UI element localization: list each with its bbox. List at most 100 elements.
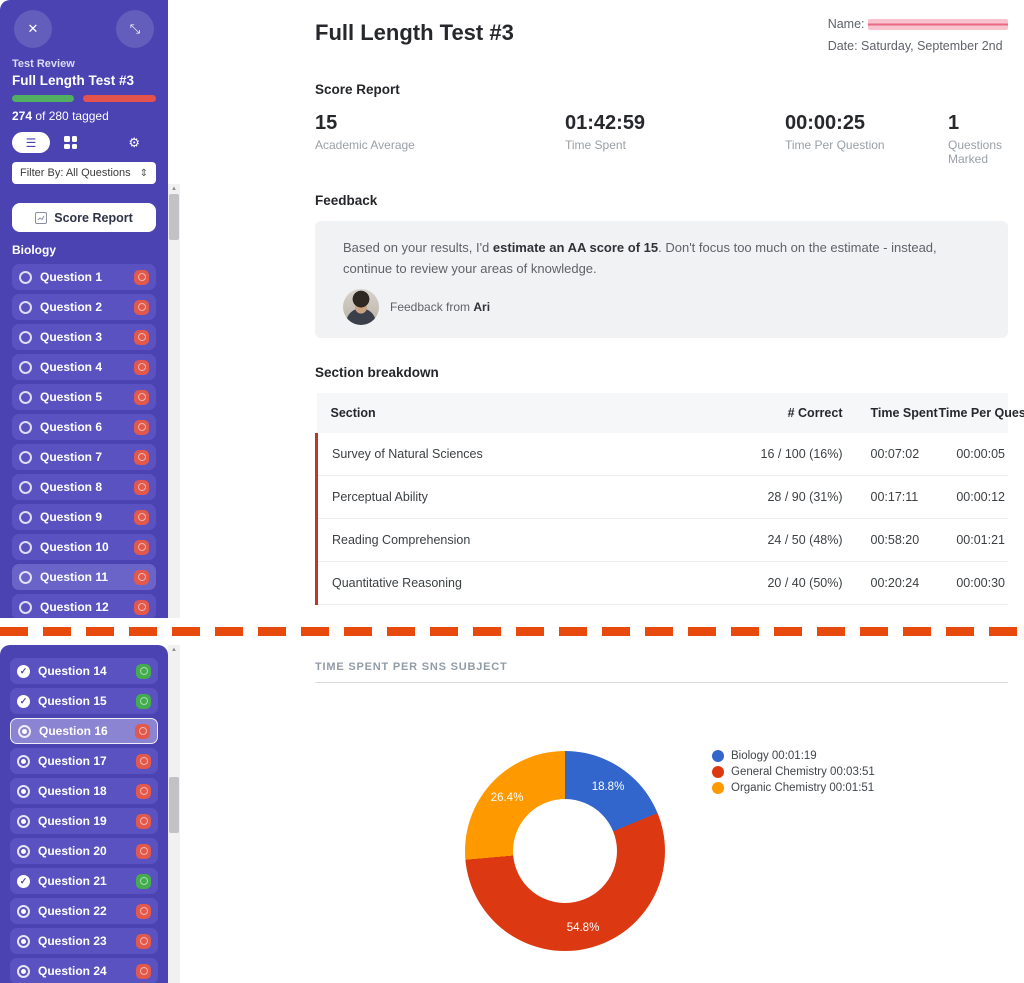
cell-time-spent: 00:58:20 <box>856 518 925 562</box>
thumb-tag-badge[interactable] <box>134 269 149 285</box>
feedback-box: Based on your results, I'd estimate an A… <box>315 221 1008 338</box>
cell-correct: 28 / 90 (31%) <box>641 475 857 519</box>
question-status-icon <box>19 330 32 344</box>
chart-title: TIME SPENT PER SNS SUBJECT <box>315 661 508 673</box>
date-row: Date: Saturday, September 2nd <box>827 38 1003 53</box>
question-status-icon <box>19 420 32 434</box>
thumb-tag-badge[interactable] <box>134 479 149 495</box>
progress-red-segment <box>83 95 156 102</box>
question-list-bottom: Question 14 Question 15 Question 16 <box>10 658 158 983</box>
question-label: Question 4 <box>40 360 103 374</box>
cell-correct: 24 / 50 (48%) <box>641 518 857 562</box>
thumb-tag-badge[interactable] <box>136 903 151 919</box>
question-item[interactable]: Question 11 <box>12 564 156 590</box>
donut-chart[interactable]: 18.8% 54.8% 26.4% <box>465 751 665 951</box>
cell-section: Survey of Natural Sciences <box>315 432 642 476</box>
question-item[interactable]: Question 4 <box>12 354 156 380</box>
scroll-up-arrow-icon[interactable]: ▲ <box>171 647 177 653</box>
question-item[interactable]: Question 10 <box>12 534 156 560</box>
section-breakdown-table: Section # Correct Time Spent Time Per Qu… <box>315 392 1024 605</box>
stat-label: Time Spent <box>565 138 626 152</box>
question-item[interactable]: Question 17 <box>10 748 158 774</box>
scrollbar-thumb[interactable] <box>169 777 179 833</box>
collapse-button[interactable]: ⤡ <box>116 10 154 48</box>
question-item[interactable]: Question 7 <box>12 444 156 470</box>
thumb-tag-badge[interactable] <box>136 963 151 979</box>
gear-icon: ⚙ <box>128 134 140 150</box>
question-item[interactable]: Question 2 <box>12 294 156 320</box>
question-status-icon <box>19 390 32 404</box>
table-row: Perceptual Ability 28 / 90 (31%) 00:17:1… <box>315 475 1008 519</box>
filter-dropdown[interactable]: Filter By: All Questions ⇕ <box>12 162 156 184</box>
score-report-heading: Score Report <box>315 82 400 97</box>
thumb-tag-badge[interactable] <box>134 539 149 555</box>
sidebar-scrollbar-bottom: ▲ <box>168 645 180 983</box>
question-label: Question 5 <box>40 390 103 404</box>
question-item[interactable]: Question 1 <box>12 264 156 290</box>
legend-item: General Chemistry 00:03:51 <box>712 766 875 778</box>
question-item[interactable]: Question 6 <box>12 414 156 440</box>
thumb-tag-badge[interactable] <box>136 813 151 829</box>
question-item[interactable]: Question 23 <box>10 928 158 954</box>
progress-green-segment <box>12 95 74 102</box>
question-item[interactable]: Question 12 <box>12 594 156 618</box>
list-icon: ☰ <box>25 135 37 150</box>
question-item[interactable]: Question 5 <box>12 384 156 410</box>
section-breakdown-heading: Section breakdown <box>315 364 439 380</box>
question-label: Question 15 <box>38 694 107 708</box>
question-item[interactable]: Question 21 <box>10 868 158 894</box>
thumb-tag-badge[interactable] <box>136 873 151 889</box>
question-item[interactable]: Question 3 <box>12 324 156 350</box>
slice-label-biology: 18.8% <box>591 781 625 793</box>
thumb-tag-badge[interactable] <box>134 449 149 465</box>
question-status-icon <box>17 784 30 798</box>
thumb-tag-badge[interactable] <box>135 723 150 739</box>
close-button[interactable]: ✕ <box>14 10 52 48</box>
score-report-button[interactable]: Score Report <box>12 203 156 232</box>
question-item[interactable]: Question 19 <box>10 808 158 834</box>
question-item[interactable]: Question 15 <box>10 688 158 714</box>
grid-view-button[interactable] <box>64 136 77 149</box>
thumb-tag-badge[interactable] <box>134 389 149 405</box>
legend-label: General Chemistry 00:03:51 <box>731 766 875 778</box>
question-item[interactable]: Question 9 <box>12 504 156 530</box>
legend-dot-icon <box>712 750 724 762</box>
thumb-tag-badge[interactable] <box>134 509 149 525</box>
question-item[interactable]: Question 20 <box>10 838 158 864</box>
settings-button[interactable]: ⚙ <box>128 135 140 151</box>
question-label: Question 3 <box>40 330 103 344</box>
thumb-tag-badge[interactable] <box>134 359 149 375</box>
thumb-tag-badge[interactable] <box>134 419 149 435</box>
cell-time-spent: 00:07:02 <box>856 432 925 476</box>
thumb-tag-badge[interactable] <box>134 299 149 315</box>
thumb-tag-badge[interactable] <box>136 693 151 709</box>
question-status-icon <box>19 570 32 584</box>
stat-value: 01:42:59 <box>565 112 646 134</box>
thumb-tag-badge[interactable] <box>136 933 151 949</box>
question-item[interactable]: Question 16 <box>10 718 158 744</box>
scrollbar-thumb[interactable] <box>169 194 179 240</box>
question-item[interactable]: Question 8 <box>12 474 156 500</box>
thumb-tag-badge[interactable] <box>136 783 151 799</box>
cell-time-per-question: 00:00:30 <box>924 561 1008 605</box>
thumb-tag-badge[interactable] <box>136 663 151 679</box>
thumb-tag-badge[interactable] <box>134 329 149 345</box>
list-view-button[interactable]: ☰ <box>12 132 50 153</box>
thumb-tag-badge[interactable] <box>136 843 151 859</box>
question-label: Question 11 <box>40 570 109 584</box>
thumb-tag-badge[interactable] <box>134 599 149 615</box>
main-content-bottom: TIME SPENT PER SNS SUBJECT 18.8% 54.8% 2… <box>180 645 1024 983</box>
question-status-icon <box>19 540 32 554</box>
cell-time-spent: 00:17:11 <box>856 475 925 519</box>
question-item[interactable]: Question 14 <box>10 658 158 684</box>
scroll-up-arrow-icon[interactable]: ▲ <box>171 186 177 192</box>
table-row: Reading Comprehension 24 / 50 (48%) 00:5… <box>315 518 1008 562</box>
thumb-tag-badge[interactable] <box>134 569 149 585</box>
question-item[interactable]: Question 24 <box>10 958 158 983</box>
question-item[interactable]: Question 22 <box>10 898 158 924</box>
thumb-tag-badge[interactable] <box>136 753 151 769</box>
legend-dot-icon <box>712 766 724 778</box>
question-item[interactable]: Question 18 <box>10 778 158 804</box>
question-label: Question 14 <box>38 664 107 678</box>
